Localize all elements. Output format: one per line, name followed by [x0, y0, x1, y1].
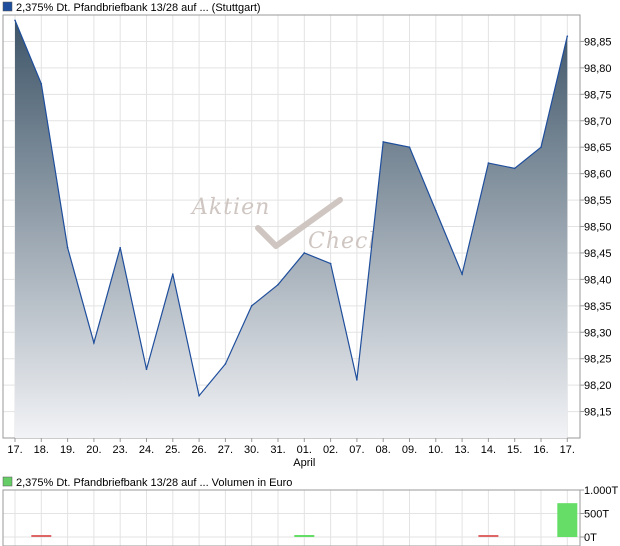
price-y-tick-label: 98,75	[584, 89, 612, 101]
price-x-tick-label: 08.	[376, 444, 391, 456]
price-y-tick-label: 98,35	[584, 301, 612, 313]
price-y-tick-label: 98,15	[584, 407, 612, 419]
price-x-tick-label: 16.	[533, 444, 548, 456]
price-y-tick-label: 98,30	[584, 327, 612, 339]
volume-y-axis: 0T 500T 1.000T	[580, 485, 619, 544]
price-x-tick-label: 27.	[218, 444, 233, 456]
volume-grid	[3, 489, 580, 546]
price-point	[14, 19, 16, 22]
price-x-tick-label: 13.	[454, 444, 469, 456]
price-x-tick-label: 30.	[244, 444, 259, 456]
price-x-tick-label: 31.	[270, 444, 285, 456]
price-point	[382, 141, 385, 143]
price-x-tick-label: 18.	[34, 444, 49, 456]
price-x-tick-label: 26.	[191, 444, 206, 456]
price-y-tick-label: 98,50	[584, 222, 612, 234]
price-x-tick-label: 01.	[297, 444, 312, 456]
price-point	[224, 363, 227, 365]
price-point	[356, 379, 358, 381]
volume-bars	[31, 503, 578, 537]
price-x-axis: 17. 18. 19. 20. 23. 24. 25. 26. 27. 30. 31. 01. 02. 0…	[7, 438, 575, 469]
price-x-tick-label: 14.	[481, 444, 496, 456]
price-y-tick-label: 98,60	[584, 169, 612, 181]
price-point	[329, 262, 332, 265]
price-x-tick-label: 07.	[349, 444, 364, 456]
price-point	[145, 368, 148, 371]
price-y-tick-label: 98,85	[584, 36, 612, 48]
price-x-tick-label: 23.	[113, 444, 128, 456]
price-legend-label: 2,375% Dt. Pfandbriefbank 13/28 auf ... …	[16, 2, 261, 14]
price-y-tick-label: 98,20	[584, 380, 612, 392]
price-series	[14, 19, 569, 438]
price-point	[461, 273, 463, 275]
price-y-tick-label: 98,40	[584, 274, 612, 286]
price-grid	[3, 15, 580, 438]
watermark-check-icon	[255, 197, 343, 249]
price-area	[15, 20, 568, 438]
volume-bar	[478, 535, 499, 537]
volume-legend-label: 2,375% Dt. Pfandbriefbank 13/28 auf ... …	[16, 477, 292, 489]
volume-bar	[31, 535, 52, 537]
price-x-tick-label: 09.	[402, 444, 417, 456]
price-point	[408, 146, 411, 148]
price-point	[93, 342, 95, 344]
price-legend: 2,375% Dt. Pfandbriefbank 13/28 auf ... …	[2, 1, 261, 14]
price-x-tick-label: 20.	[86, 444, 101, 456]
price-legend-swatch	[2, 1, 13, 12]
volume-y-tick-label: 500T	[584, 509, 609, 521]
price-x-tick-label: 17.	[560, 444, 575, 456]
price-x-tick-label: 17.	[7, 444, 22, 456]
price-point	[198, 394, 200, 397]
price-point	[119, 246, 121, 249]
price-y-tick-label: 98,25	[584, 354, 612, 366]
volume-y-tick-label: 0T	[584, 532, 597, 544]
price-point	[277, 283, 279, 286]
volume-bar	[294, 535, 315, 537]
volume-legend: 2,375% Dt. Pfandbriefbank 13/28 auf ... …	[2, 476, 292, 489]
price-y-tick-label: 98,80	[584, 63, 612, 75]
price-point	[172, 273, 174, 275]
price-x-tick-label: 25.	[165, 444, 180, 456]
price-x-tick-label: 02.	[323, 444, 338, 456]
price-y-tick-label: 98,70	[584, 116, 612, 128]
price-point	[250, 305, 253, 307]
price-point	[435, 209, 437, 212]
price-point	[303, 252, 306, 254]
price-x-tick-label: 15.	[507, 444, 522, 456]
price-y-tick-label: 98,65	[584, 142, 612, 154]
price-point	[540, 146, 542, 148]
watermark: Aktien Check	[190, 195, 383, 254]
volume-plot-frame	[2, 489, 581, 546]
price-x-tick-label: 24.	[139, 444, 154, 456]
price-y-axis: 98,15 98,20 98,25 98,30 98,35 98,40 98,45 98,50…	[580, 36, 612, 419]
watermark-line1: Aktien	[190, 195, 270, 220]
price-line	[14, 20, 568, 398]
volume-legend-swatch	[2, 476, 13, 487]
price-point	[40, 82, 43, 85]
volume-bar	[557, 503, 578, 537]
volume-y-tick-label: 1.000T	[584, 485, 619, 497]
price-point	[566, 35, 569, 37]
watermark-line2: Check	[308, 229, 383, 254]
price-month-label: April	[293, 457, 315, 469]
price-y-tick-label: 98,55	[584, 195, 612, 207]
price-x-tick-label: 19.	[60, 444, 75, 456]
price-point	[487, 162, 490, 164]
price-x-tick-label: 10.	[428, 444, 443, 456]
price-point	[513, 167, 516, 170]
price-point	[66, 246, 69, 249]
price-y-tick-label: 98,45	[584, 248, 612, 260]
